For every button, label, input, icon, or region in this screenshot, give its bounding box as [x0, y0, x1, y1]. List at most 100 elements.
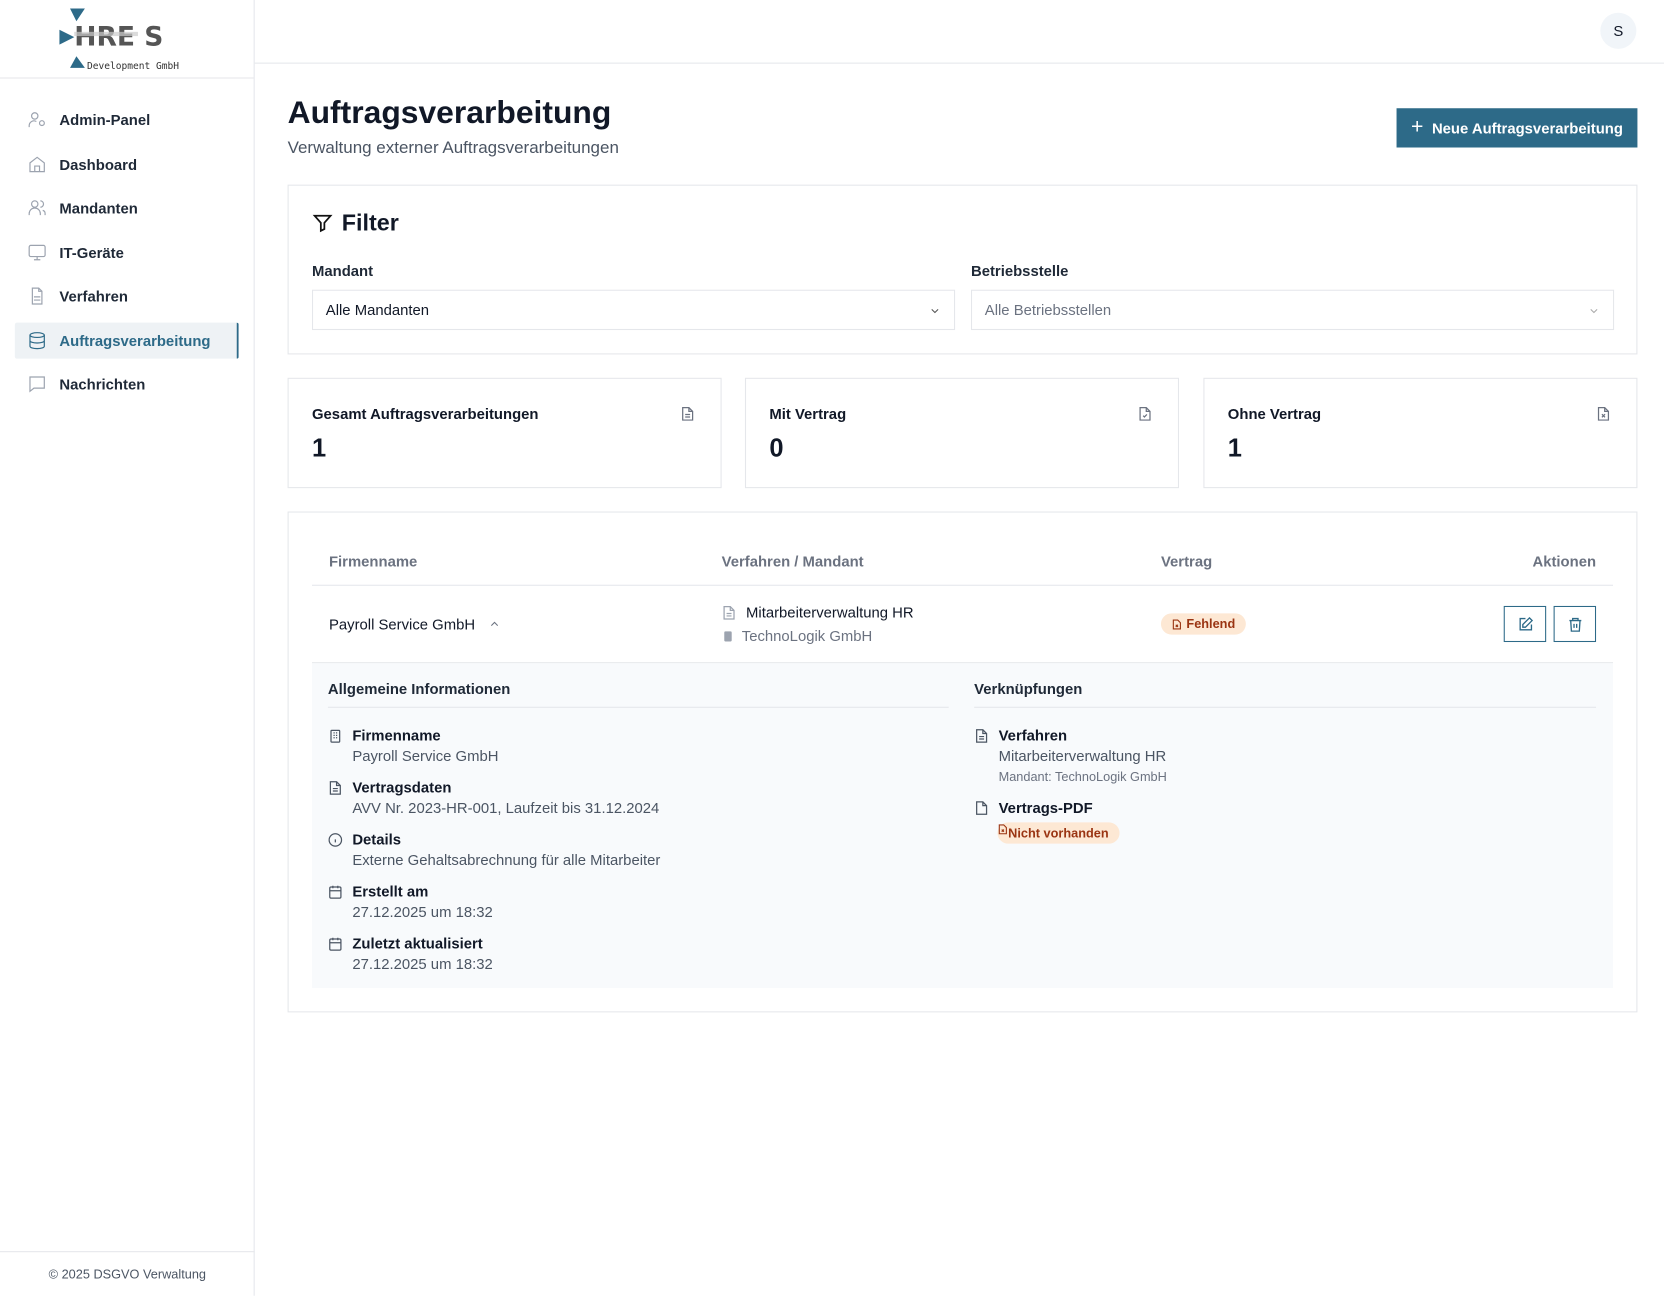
- sidebar-item-auftragsverarbeitung[interactable]: Auftragsverarbeitung: [14, 322, 239, 359]
- file-text-icon: [723, 605, 735, 620]
- file-x-icon: [1172, 619, 1181, 629]
- building-icon: [330, 729, 341, 743]
- betriebsstelle-value: Alle Betriebsstellen: [984, 301, 1112, 319]
- column-header-firmenname: Firmenname: [328, 552, 418, 570]
- file-text-icon: [31, 287, 43, 305]
- betriebsstelle-select[interactable]: Alle Betriebsstellen: [970, 289, 1615, 331]
- detail-label: Firmenname: [352, 726, 441, 744]
- stat-label: Mit Vertrag: [769, 405, 847, 423]
- logo-text: HRE S: [74, 22, 163, 53]
- sidebar-item-admin-panel[interactable]: Admin-Panel: [15, 102, 239, 138]
- detail-value: 27.12.2025 um 18:32: [352, 903, 493, 921]
- stat-value: 1: [311, 434, 327, 463]
- sidebar-item-it-geraete[interactable]: IT-Geräte: [15, 234, 239, 270]
- stat-label: Ohne Vertrag: [1227, 405, 1322, 423]
- stat-card-ohne-vertrag: Ohne Vertrag 1: [1203, 377, 1638, 489]
- detail-label: Vertrags-PDF: [998, 799, 1093, 817]
- badge-label: Nicht vorhanden: [1008, 825, 1109, 841]
- sidebar-item-label: Auftragsverarbeitung: [59, 331, 211, 349]
- stat-card-mit-vertrag: Mit Vertrag 0: [744, 377, 1179, 489]
- mandant-value: Alle Mandanten: [325, 301, 430, 319]
- logo: HRE S Development GmbH: [0, 0, 254, 79]
- sidebar-item-verfahren[interactable]: Verfahren: [15, 278, 239, 314]
- avatar[interactable]: S: [1600, 12, 1637, 49]
- links-title: Verknüpfungen: [974, 680, 1083, 698]
- hres-logo: HRE S Development GmbH: [59, 8, 179, 72]
- sidebar-item-label: Dashboard: [59, 155, 138, 173]
- detail-label: Zuletzt aktualisiert: [352, 934, 483, 952]
- mandant-select[interactable]: Alle Mandanten: [311, 289, 956, 331]
- logo-subtext: Development GmbH: [87, 61, 179, 72]
- badge-label: Fehlend: [1186, 616, 1236, 632]
- detail-value: Externe Gehaltsabrechnung für alle Mitar…: [352, 851, 661, 869]
- file-text-icon: [329, 781, 341, 795]
- sidebar-item-label: IT-Geräte: [59, 243, 124, 261]
- user-cog-icon: [28, 112, 45, 128]
- column-header-aktionen: Aktionen: [1532, 552, 1597, 570]
- delete-button[interactable]: [1553, 605, 1597, 643]
- stat-value: 1: [1227, 434, 1242, 463]
- stat-value: 0: [769, 434, 784, 463]
- top-bar: S: [254, 0, 1664, 64]
- detail-panel: Allgemeine Informationen Verknüpfungen F…: [311, 663, 1614, 988]
- chevron-down-icon: [931, 308, 939, 314]
- message-icon: [29, 376, 45, 393]
- sidebar-item-label: Nachrichten: [59, 375, 146, 393]
- detail-label: Erstellt am: [352, 882, 429, 900]
- button-label: Neue Auftragsverarbeitung: [1431, 119, 1623, 137]
- chevron-up-icon: [490, 621, 498, 626]
- file-check-icon: [1139, 407, 1151, 421]
- pdf-status-badge: Nicht vorhanden: [997, 822, 1120, 844]
- filter-title: Filter: [341, 209, 399, 236]
- home-icon: [29, 156, 45, 172]
- stat-label: Gesamt Auftragsverarbeitungen: [311, 405, 539, 423]
- file-x-icon: [1597, 407, 1610, 421]
- column-header-verfahren: Verfahren / Mandant: [721, 552, 864, 570]
- calendar-icon: [329, 885, 342, 899]
- filter-icon: [312, 214, 333, 233]
- detail-value: Payroll Service GmbH: [352, 747, 499, 765]
- column-header-vertrag: Vertrag: [1160, 552, 1213, 570]
- page-title: Auftragsverarbeitung: [287, 95, 612, 131]
- page-subtitle: Verwaltung externer Auftragsverarbeitung…: [287, 139, 619, 158]
- sidebar-item-mandanten[interactable]: Mandanten: [15, 190, 239, 226]
- file-icon: [976, 801, 988, 815]
- sidebar-item-label: Admin-Panel: [59, 111, 151, 129]
- building-icon: [724, 630, 732, 641]
- detail-label: Verfahren: [998, 726, 1068, 744]
- calendar-icon: [329, 937, 342, 951]
- sidebar-item-label: Mandanten: [59, 199, 138, 217]
- file-x-icon: [998, 824, 1007, 835]
- sidebar-item-dashboard[interactable]: Dashboard: [15, 146, 239, 182]
- monitor-icon: [28, 244, 46, 260]
- edit-icon: [1518, 616, 1533, 630]
- status-badge: Fehlend: [1160, 613, 1246, 635]
- users-icon: [28, 200, 46, 216]
- sidebar: HRE S Development GmbH Admin-Panel Dashb…: [0, 0, 255, 1296]
- row-mandant: TechnoLogik GmbH: [741, 627, 873, 645]
- trash-icon: [1568, 617, 1581, 632]
- edit-button[interactable]: [1503, 605, 1547, 643]
- detail-mandant: Mandant: TechnoLogik GmbH: [998, 769, 1167, 785]
- general-info-title: Allgemeine Informationen: [327, 680, 511, 698]
- detail-value[interactable]: Mitarbeiterverwaltung HR: [998, 747, 1167, 765]
- row-firmenname: Payroll Service GmbH: [328, 615, 476, 633]
- info-icon: [328, 833, 343, 847]
- plus-icon: +: [1411, 115, 1424, 140]
- file-text-icon: [976, 729, 988, 743]
- sidebar-item-label: Verfahren: [59, 287, 128, 305]
- detail-value: AVV Nr. 2023-HR-001, Laufzeit bis 31.12.…: [352, 799, 660, 817]
- detail-label: Vertragsdaten: [352, 778, 452, 796]
- file-text-icon: [682, 407, 694, 421]
- sidebar-item-nachrichten[interactable]: Nachrichten: [15, 366, 239, 402]
- row-verfahren: Mitarbeiterverwaltung HR: [746, 603, 914, 621]
- expand-toggle[interactable]: Payroll Service GmbH: [329, 615, 501, 632]
- auftrag-table: Firmenname Verfahren / Mandant Vertrag A…: [287, 511, 1638, 1013]
- mandant-label: Mandant: [311, 262, 374, 280]
- detail-label: Details: [352, 830, 402, 848]
- detail-value: 27.12.2025 um 18:32: [352, 955, 493, 973]
- database-icon: [29, 331, 45, 349]
- sidebar-footer: © 2025 DSGVO Verwaltung: [0, 1251, 255, 1296]
- new-auftragsverarbeitung-button[interactable]: + Neue Auftragsverarbeitung: [1396, 108, 1638, 148]
- filter-card: Filter Mandant Alle Mandanten Betriebsst…: [287, 184, 1638, 355]
